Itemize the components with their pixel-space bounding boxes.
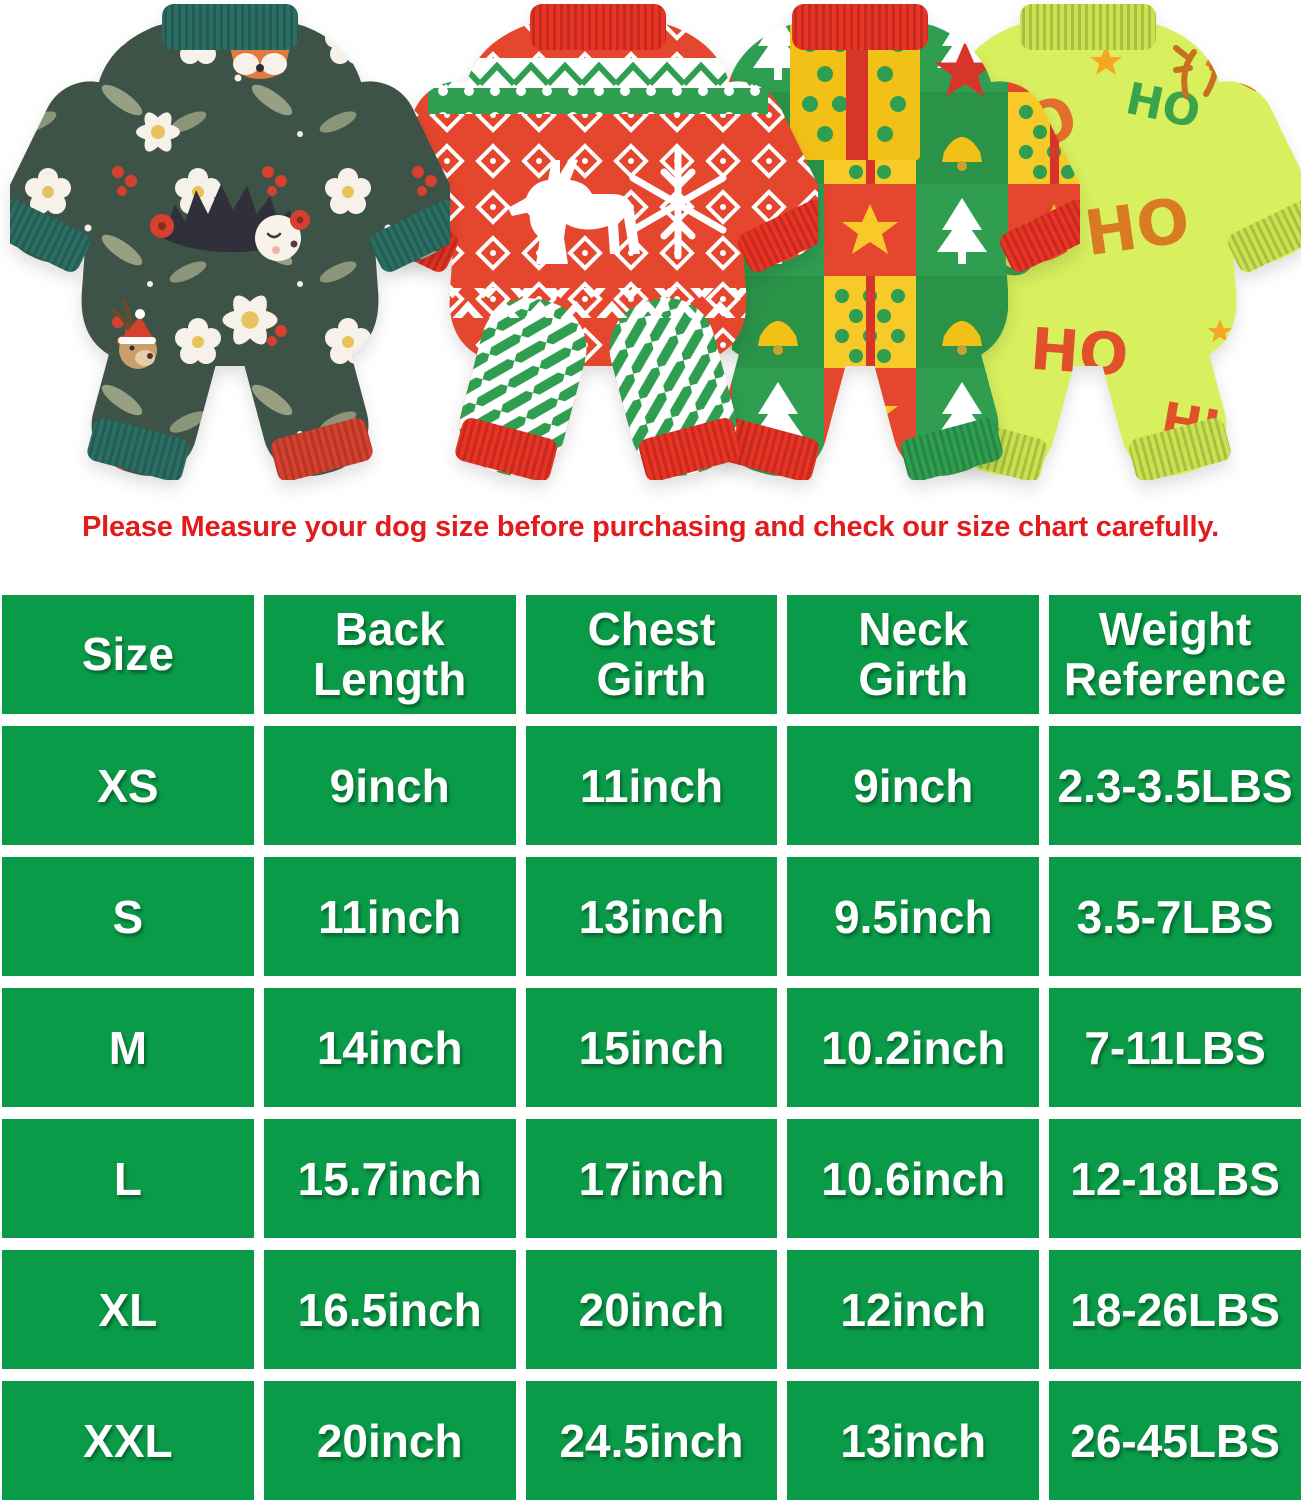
pajama-fairisle-image xyxy=(378,4,818,480)
fairisle-collar xyxy=(530,4,666,50)
size-chart-cell: XS xyxy=(2,726,254,845)
hedgehog-motif xyxy=(150,184,310,261)
measure-notice-text: Please Measure your dog size before purc… xyxy=(81,511,1220,543)
size-chart-cell: 18-26LBS xyxy=(1049,1250,1301,1369)
size-chart-cell: M xyxy=(2,988,254,1107)
size-chart-cell: 3.5-7LBS xyxy=(1049,857,1301,976)
pajama-woodland-image xyxy=(10,4,450,480)
size-chart-cell: 16.5inch xyxy=(263,1250,516,1369)
size-chart-cell: 17inch xyxy=(525,1119,778,1238)
deer-motif xyxy=(110,300,157,369)
size-chart-cell: S xyxy=(2,857,254,976)
size-chart-cell: 24.5inch xyxy=(525,1381,778,1500)
star-motif xyxy=(934,41,996,97)
patchwork-collar xyxy=(792,4,928,50)
size-chart-cell: 13inch xyxy=(525,857,778,976)
snowflake-motif xyxy=(629,148,727,260)
size-chart-cell: 9.5inch xyxy=(787,857,1040,976)
size-chart-cell: 15.7inch xyxy=(263,1119,516,1238)
size-chart-cell: 9inch xyxy=(787,726,1040,845)
woodland-collar xyxy=(162,4,298,50)
size-chart-cell: 10.2inch xyxy=(787,988,1040,1107)
size-chart-header: Chest Girth xyxy=(525,595,778,714)
size-chart-header: Neck Girth xyxy=(787,595,1040,714)
size-chart-header: Weight Reference xyxy=(1049,595,1301,714)
size-chart-cell: 12inch xyxy=(787,1250,1040,1369)
size-chart-header: Back Length xyxy=(263,595,516,714)
reindeer-motif xyxy=(508,158,640,264)
size-chart-cell: 20inch xyxy=(525,1250,778,1369)
size-chart-cell: 10.6inch xyxy=(787,1119,1040,1238)
product-gallery: HO HO HO HO HO HE HU xyxy=(0,0,1301,492)
size-chart-cell: 14inch xyxy=(263,988,516,1107)
size-chart-cell: 15inch xyxy=(525,988,778,1107)
size-chart-cell: 11inch xyxy=(525,726,778,845)
woodland-cuffs xyxy=(10,199,450,480)
size-chart-header: Size xyxy=(2,595,254,714)
size-chart-cell: XXL xyxy=(2,1381,254,1500)
size-chart-cell: 13inch xyxy=(787,1381,1040,1500)
lime-collar xyxy=(1020,4,1156,50)
size-chart-cell: XL xyxy=(2,1250,254,1369)
size-chart-cell: 11inch xyxy=(263,857,516,976)
size-chart-cell: 20inch xyxy=(263,1381,516,1500)
fairisle-bands xyxy=(428,58,768,318)
size-chart-cell: 7-11LBS xyxy=(1049,988,1301,1107)
svg-text:HO: HO xyxy=(1080,183,1194,270)
size-chart-cell: 12-18LBS xyxy=(1049,1119,1301,1238)
size-chart-cell: 26-45LBS xyxy=(1049,1381,1301,1500)
size-chart-cell: 9inch xyxy=(263,726,516,845)
poinsettia-motif xyxy=(136,112,180,152)
size-chart-cell: 2.3-3.5LBS xyxy=(1049,726,1301,845)
poinsettia-motif xyxy=(222,295,278,345)
size-chart: Size Back Length Chest Girth Neck Girth … xyxy=(2,595,1301,1500)
size-chart-cell: L xyxy=(2,1119,254,1238)
